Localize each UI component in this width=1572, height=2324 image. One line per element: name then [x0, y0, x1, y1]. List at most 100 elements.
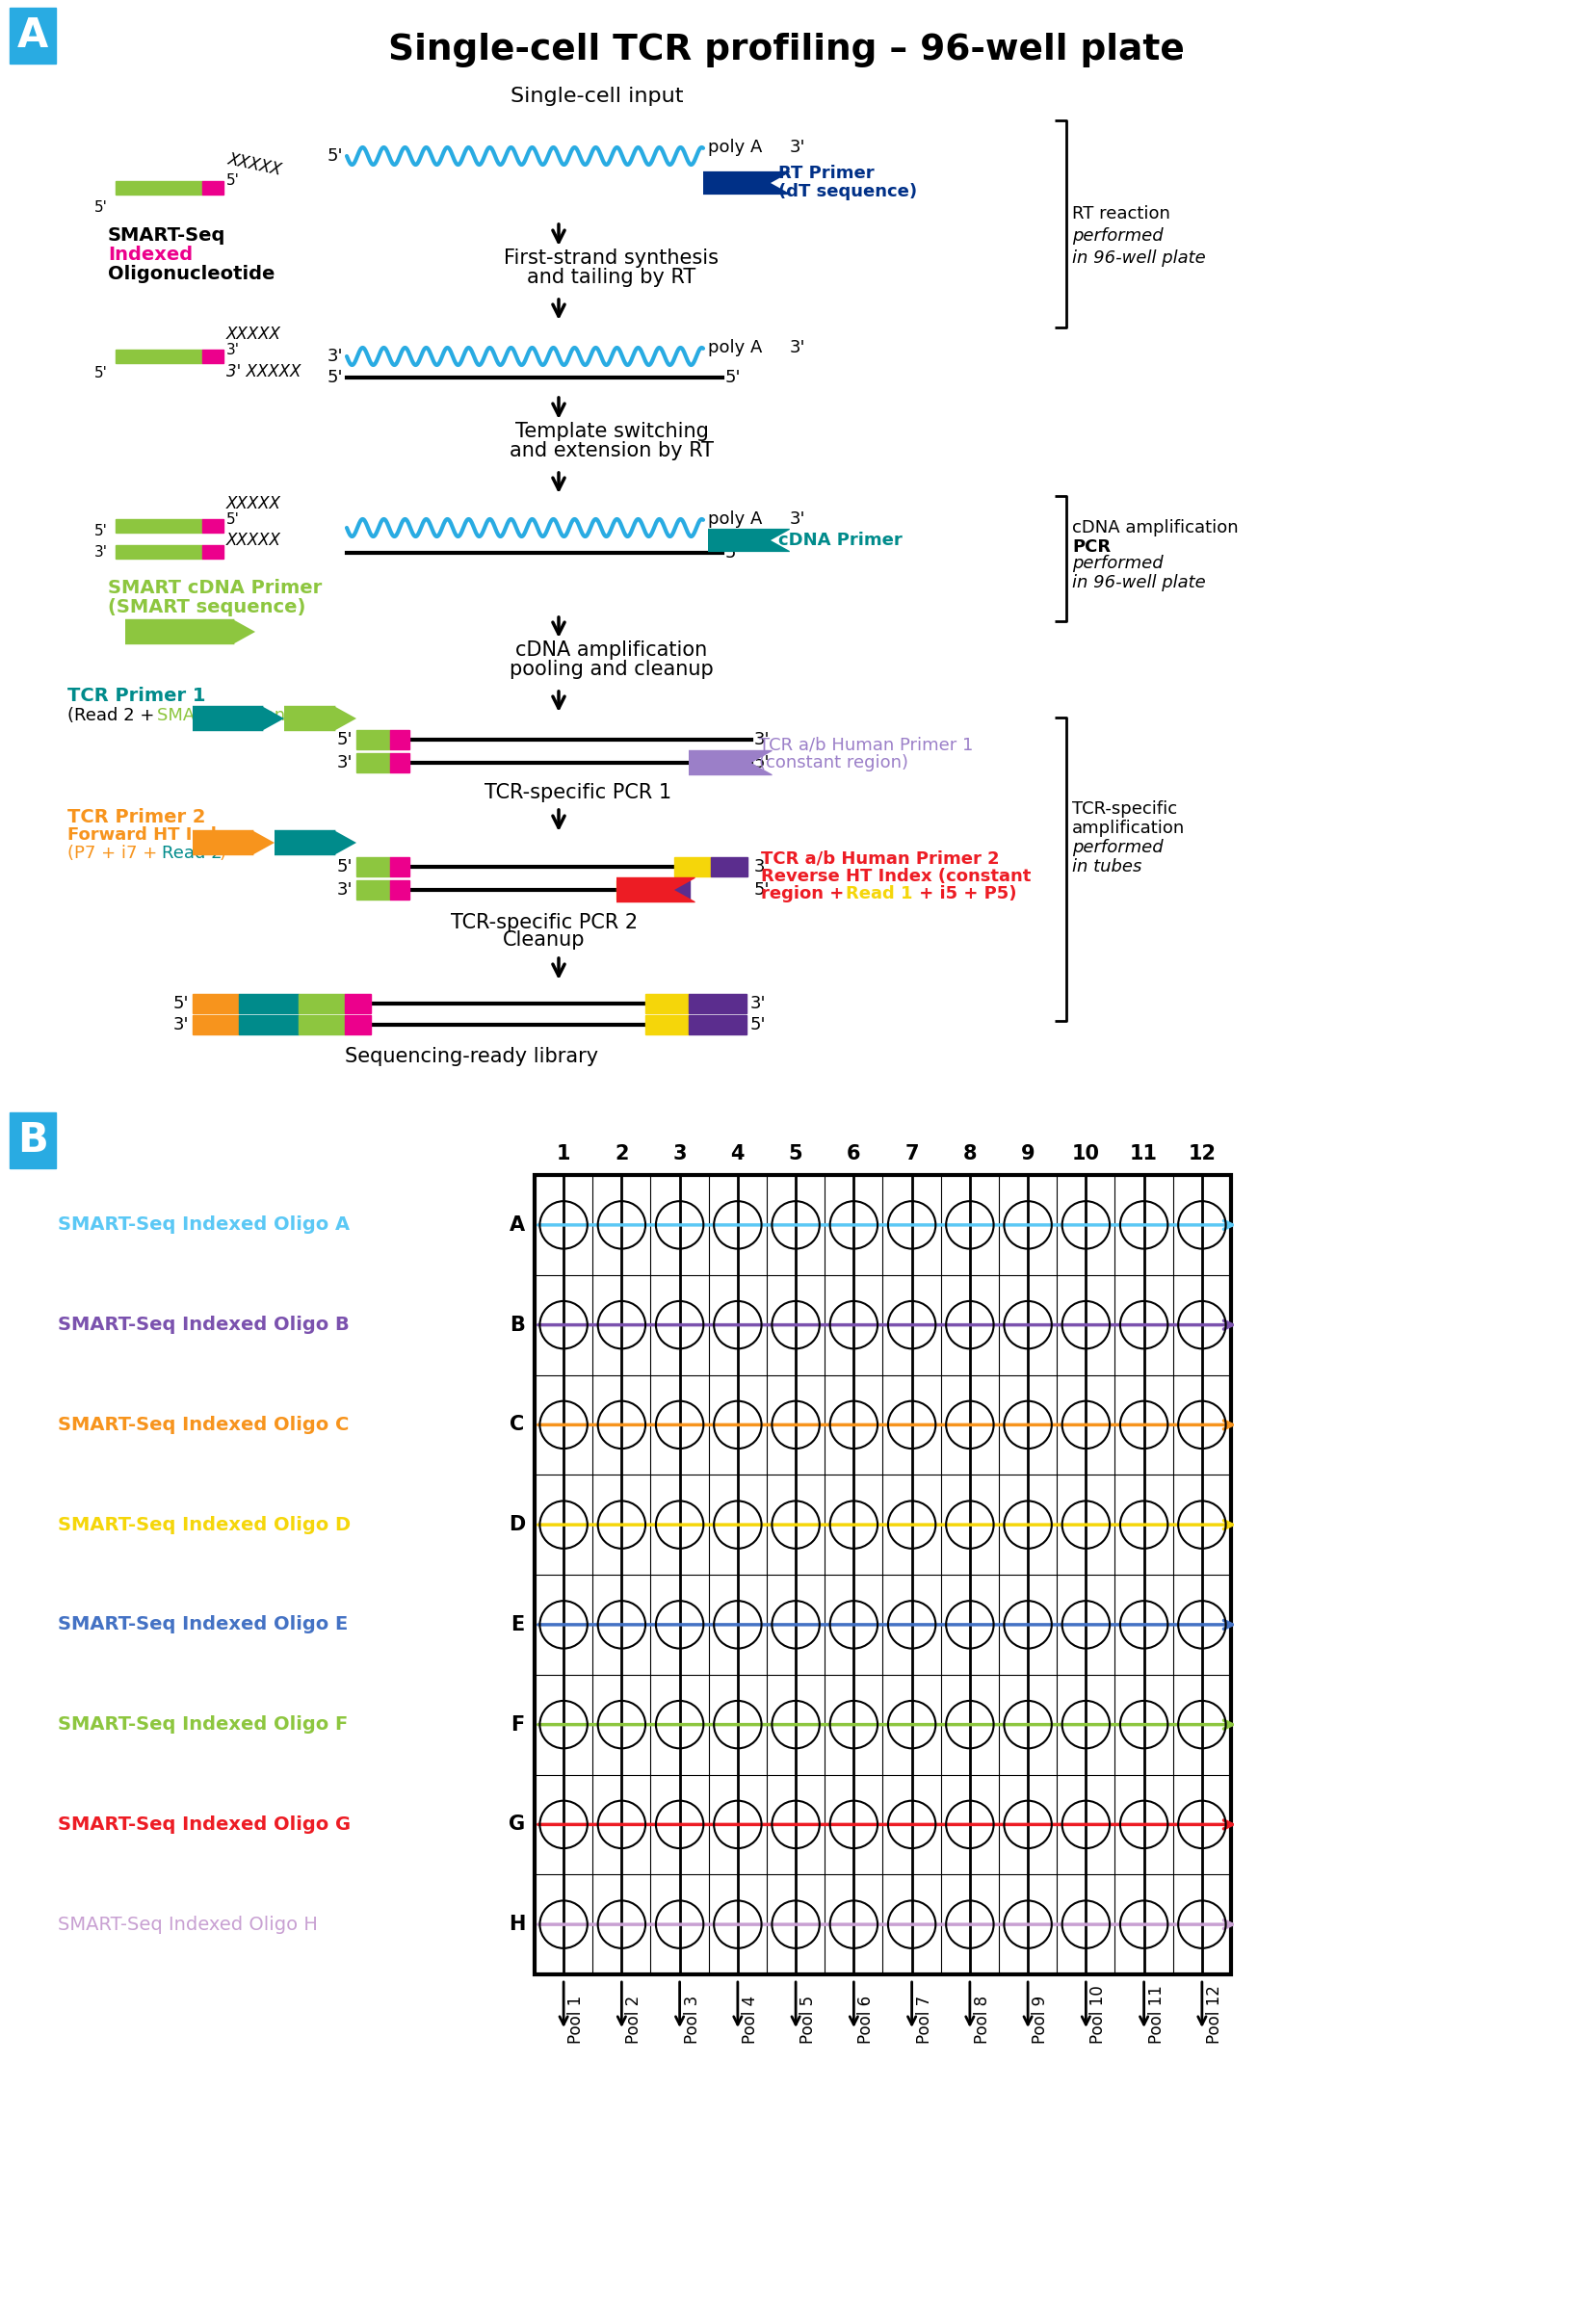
Text: Reverse HT Index (constant: Reverse HT Index (constant [761, 867, 1030, 885]
Bar [192, 995, 239, 1013]
Text: and tailing by RT: and tailing by RT [527, 267, 696, 286]
Text: SMART-Seq Indexed Oligo D: SMART-Seq Indexed Oligo D [58, 1515, 351, 1534]
Text: 3': 3' [789, 139, 805, 156]
Bar [652, 881, 689, 899]
Text: (dT sequence): (dT sequence) [778, 184, 916, 200]
Bar [616, 881, 652, 899]
Text: poly A: poly A [707, 511, 762, 528]
Bar [344, 995, 371, 1013]
Text: 1: 1 [556, 1143, 571, 1164]
Bar [357, 730, 390, 748]
Text: 5': 5' [336, 858, 352, 876]
Text: 3: 3 [673, 1143, 687, 1164]
Text: (constant region): (constant region) [759, 753, 907, 772]
Text: 3': 3' [750, 995, 766, 1013]
Text: Single-cell input: Single-cell input [511, 86, 684, 107]
Text: SMART-Seq Indexed Oligo F: SMART-Seq Indexed Oligo F [58, 1715, 347, 1734]
Text: region +: region + [761, 885, 849, 902]
Text: poly A: poly A [707, 139, 762, 156]
Text: Cleanup: Cleanup [503, 930, 585, 951]
Text: Sequencing-ready library: Sequencing-ready library [344, 1046, 599, 1067]
Bar [299, 1016, 344, 1034]
Text: SMART cDNA Primer: SMART cDNA Primer [108, 579, 322, 597]
Text: XXXXX: XXXXX [226, 325, 281, 344]
Text: and extension by RT: and extension by RT [509, 442, 714, 460]
Bar [645, 1016, 689, 1034]
Text: F: F [509, 1715, 523, 1734]
Text: 3': 3' [226, 344, 239, 358]
Bar [9, 7, 57, 63]
Text: 3': 3' [336, 753, 352, 772]
Text: 5': 5' [94, 523, 108, 537]
Text: 3' XXXXX: 3' XXXXX [226, 363, 300, 381]
Text: PCR: PCR [1072, 539, 1110, 555]
Bar [674, 858, 711, 876]
Text: B: B [509, 1315, 525, 1334]
Text: Pool 8: Pool 8 [973, 1996, 990, 2043]
Polygon shape [616, 876, 695, 902]
Text: SMART-Seq Indexed Oligo B: SMART-Seq Indexed Oligo B [58, 1315, 349, 1334]
Text: + i5 + P5): + i5 + P5) [913, 885, 1016, 902]
Text: SMART sequence: SMART sequence [157, 706, 305, 725]
Bar [239, 1016, 299, 1034]
Text: C: C [509, 1415, 525, 1434]
Text: 11: 11 [1129, 1143, 1157, 1164]
Text: E: E [509, 1615, 523, 1634]
Text: Oligonucleotide: Oligonucleotide [108, 265, 275, 284]
Text: in 96-well plate: in 96-well plate [1072, 249, 1206, 267]
Text: TCR-specific PCR 1: TCR-specific PCR 1 [484, 783, 671, 802]
Text: Single-cell TCR profiling – 96-well plate: Single-cell TCR profiling – 96-well plat… [388, 33, 1184, 67]
Text: 5': 5' [336, 732, 352, 748]
Text: performed: performed [1072, 555, 1163, 572]
Text: Forward HT Index: Forward HT Index [68, 827, 239, 844]
Bar [390, 730, 409, 748]
Bar [357, 858, 390, 876]
Bar [203, 546, 223, 558]
Text: B: B [17, 1120, 49, 1160]
Bar [115, 518, 203, 532]
Text: (SMART sequence): (SMART sequence) [108, 600, 305, 616]
Polygon shape [192, 706, 285, 732]
Text: TCR Primer 1: TCR Primer 1 [68, 688, 206, 706]
Text: SMART-Seq: SMART-Seq [108, 228, 226, 244]
Text: 5': 5' [725, 370, 740, 386]
Text: Pool 7: Pool 7 [915, 1996, 932, 2043]
Text: 5': 5' [226, 514, 239, 528]
Text: 5': 5' [94, 367, 108, 381]
Text: 5': 5' [94, 200, 108, 214]
Bar [9, 1113, 57, 1169]
Bar [115, 546, 203, 558]
Text: TCR a/b Human Primer 2: TCR a/b Human Primer 2 [761, 851, 998, 867]
Text: G: G [509, 1815, 525, 1834]
Polygon shape [707, 528, 789, 553]
Text: 3': 3' [789, 511, 805, 528]
Text: 5': 5' [327, 370, 343, 386]
Text: ): ) [313, 706, 319, 725]
Polygon shape [285, 706, 357, 732]
Text: SMART-Seq Indexed Oligo H: SMART-Seq Indexed Oligo H [58, 1915, 318, 1934]
Text: 5': 5' [750, 1016, 766, 1034]
Text: First-strand synthesis: First-strand synthesis [505, 249, 718, 267]
Text: Pool 10: Pool 10 [1089, 1985, 1107, 2043]
Text: 5': 5' [725, 544, 740, 562]
Text: Pool 11: Pool 11 [1148, 1985, 1165, 2043]
Text: Read 1: Read 1 [846, 885, 912, 902]
Bar [390, 881, 409, 899]
Text: SMART-Seq Indexed Oligo G: SMART-Seq Indexed Oligo G [58, 1815, 351, 1834]
Text: cDNA Primer: cDNA Primer [778, 532, 902, 548]
Text: 3': 3' [753, 732, 770, 748]
Polygon shape [703, 172, 789, 195]
Text: TCR-specific PCR 2: TCR-specific PCR 2 [451, 913, 637, 932]
Text: 9: 9 [1020, 1143, 1034, 1164]
Text: TCR a/b Human Primer 1: TCR a/b Human Primer 1 [759, 737, 973, 753]
Text: RT reaction: RT reaction [1072, 205, 1170, 223]
Text: 12: 12 [1187, 1143, 1215, 1164]
Bar [645, 995, 689, 1013]
Text: 5': 5' [753, 753, 770, 772]
Text: Indexed: Indexed [108, 246, 193, 265]
Text: 3': 3' [327, 349, 343, 365]
Text: 5': 5' [226, 174, 239, 188]
Text: 4: 4 [731, 1143, 744, 1164]
Text: 5: 5 [788, 1143, 802, 1164]
Text: Pool 3: Pool 3 [684, 1996, 701, 2043]
